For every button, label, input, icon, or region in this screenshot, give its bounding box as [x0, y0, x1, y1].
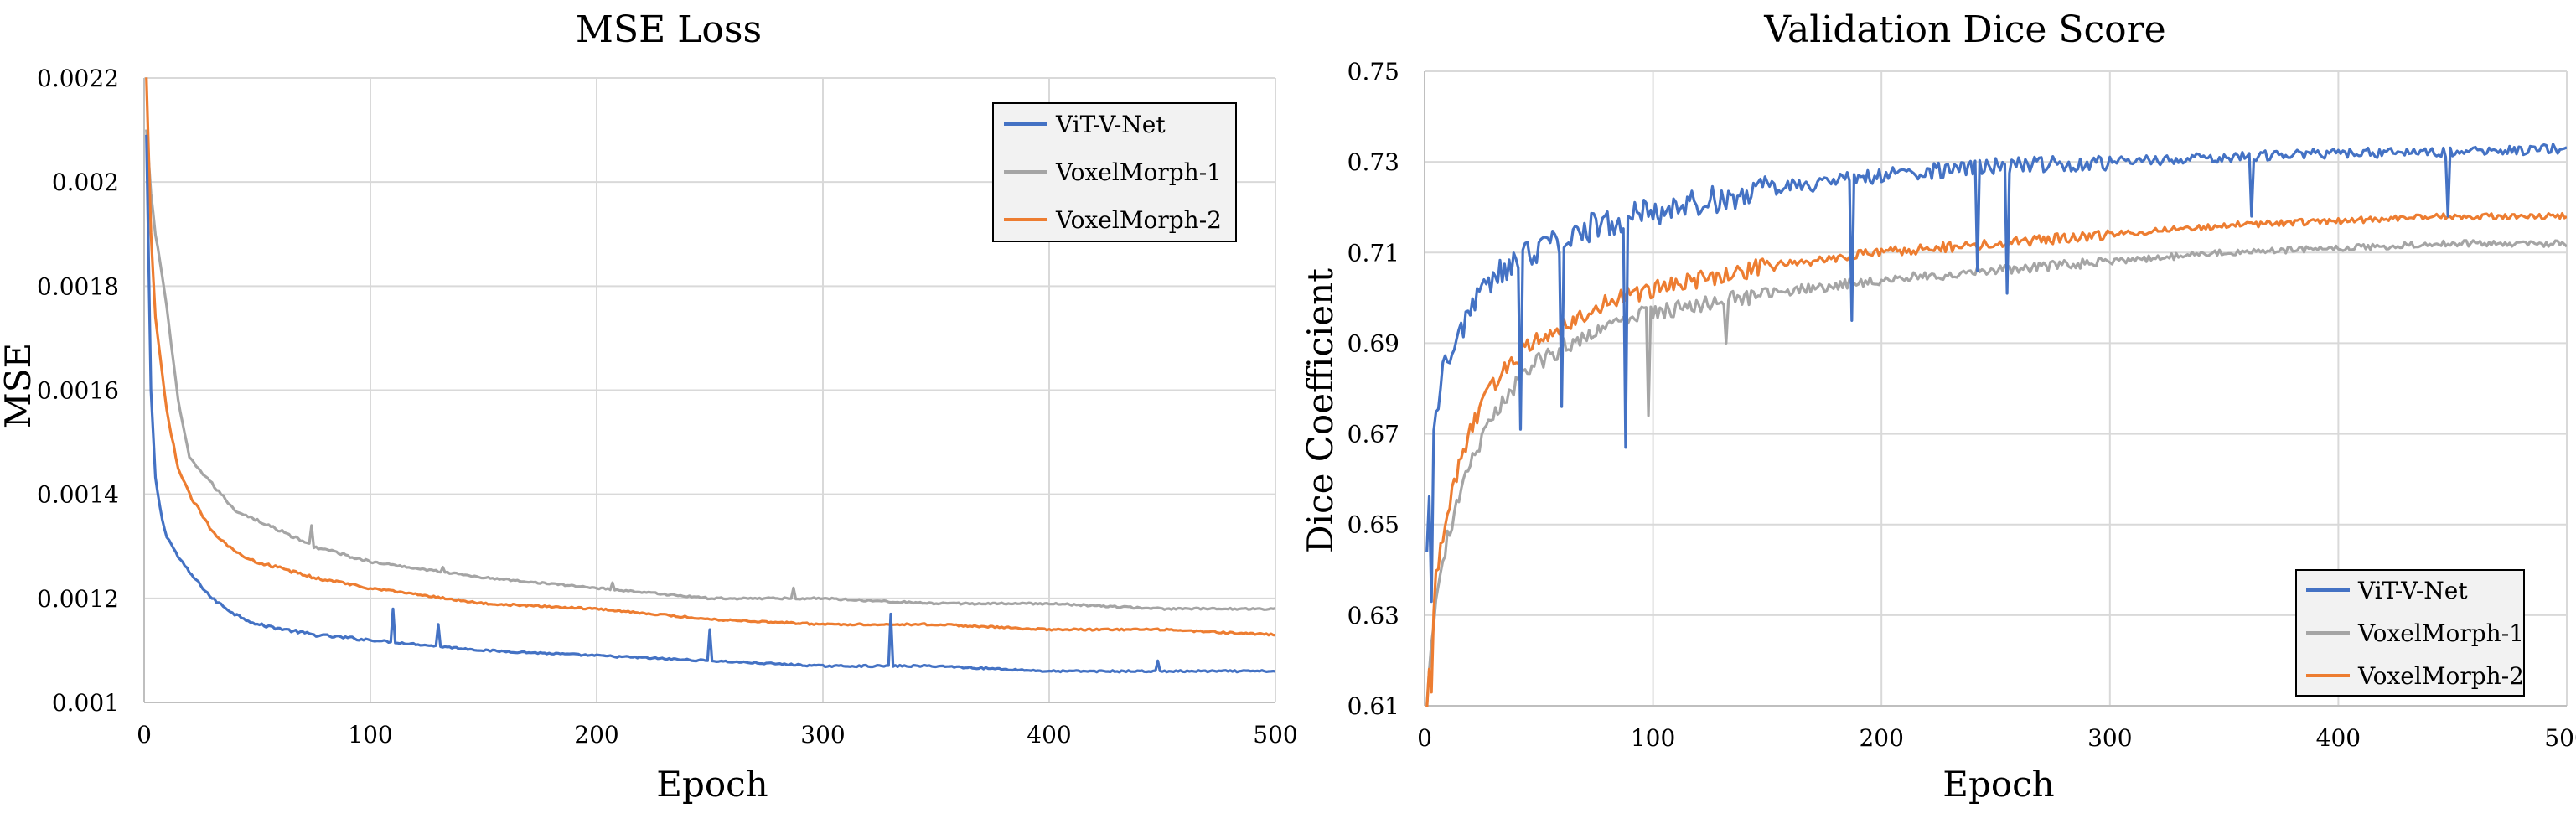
y-tick-label: 0.65: [1347, 511, 1399, 539]
y-tick-label: 0.0018: [37, 272, 119, 300]
series-line-voxelmorph-1: [1425, 239, 2567, 706]
y-tick-label: 0.63: [1347, 602, 1399, 630]
x-tick-label: 100: [1631, 724, 1675, 752]
legend-label-2: VoxelMorph-2: [2357, 662, 2524, 690]
y-tick-label: 0.0014: [37, 481, 119, 509]
x-tick-label: 400: [1027, 721, 1071, 749]
y-tick-label: 0.0012: [37, 585, 119, 613]
x-tick-label: 200: [574, 721, 618, 749]
x-tick-label: 300: [2087, 724, 2132, 752]
chart-mse-loss: MSE Loss Epoch MSE 0.0010.00120.00140.00…: [0, 8, 1298, 805]
y-tick-label: 0.67: [1347, 421, 1399, 448]
y-axis-label: Dice Coefficient: [1300, 268, 1341, 553]
x-tick-label: 300: [800, 721, 845, 749]
legend-label-1: VoxelMorph-1: [2357, 619, 2524, 647]
series-line-voxelmorph-2: [1425, 212, 2567, 707]
chart-validation-dice: Validation Dice Score Epoch Dice Coeffic…: [1300, 8, 2576, 805]
y-tick-label: 0.001: [52, 689, 119, 717]
series-line-vit-v-net: [145, 134, 1275, 674]
y-tick-label: 0.71: [1347, 239, 1399, 267]
plot-area: 0.001 0.0012 0.0014 0.0016 0.0018 0.002 0.0022…: [37, 65, 1298, 749]
x-axis-label: Epoch: [656, 764, 768, 805]
series-line-vit-v-net: [1425, 143, 2567, 604]
x-tick-label: 0: [137, 721, 152, 749]
y-tick-label: 0.61: [1347, 692, 1399, 720]
y-tick-label: 0.0016: [37, 377, 119, 405]
legend: ViT-V-Net VoxelMorph-1 VoxelMorph-2: [992, 102, 1237, 242]
y-tick-label: 0.75: [1347, 58, 1399, 86]
x-tick-label: 200: [1859, 724, 1903, 752]
x-tick-label: 100: [348, 721, 392, 749]
series-line-voxelmorph-1: [145, 129, 1275, 611]
y-axis-label: MSE: [0, 343, 39, 428]
y-tick-label: 0.73: [1347, 148, 1399, 176]
legend: ViT-V-Net VoxelMorph-1 VoxelMorph-2: [2295, 569, 2525, 697]
chart-title: Validation Dice Score: [1763, 8, 2165, 51]
x-tick-label: 0: [1417, 724, 1432, 752]
legend-label-0: ViT-V-Net: [2357, 577, 2468, 604]
series-line-voxelmorph-2: [145, 77, 1275, 637]
legend-label-1: VoxelMorph-1: [1055, 158, 1222, 186]
chart-title: MSE Loss: [576, 8, 762, 51]
y-tick-label: 0.69: [1347, 329, 1399, 357]
legend-label-2: VoxelMorph-2: [1055, 206, 1222, 234]
x-axis-label: Epoch: [1942, 764, 2054, 805]
y-tick-label: 0.002: [52, 168, 119, 196]
y-tick-label: 0.0022: [37, 65, 119, 92]
x-tick-label: 400: [2316, 724, 2361, 752]
legend-label-0: ViT-V-Net: [1055, 111, 1166, 138]
x-tick-label: 500: [1253, 721, 1297, 749]
x-tick-label: 500: [2544, 724, 2576, 752]
